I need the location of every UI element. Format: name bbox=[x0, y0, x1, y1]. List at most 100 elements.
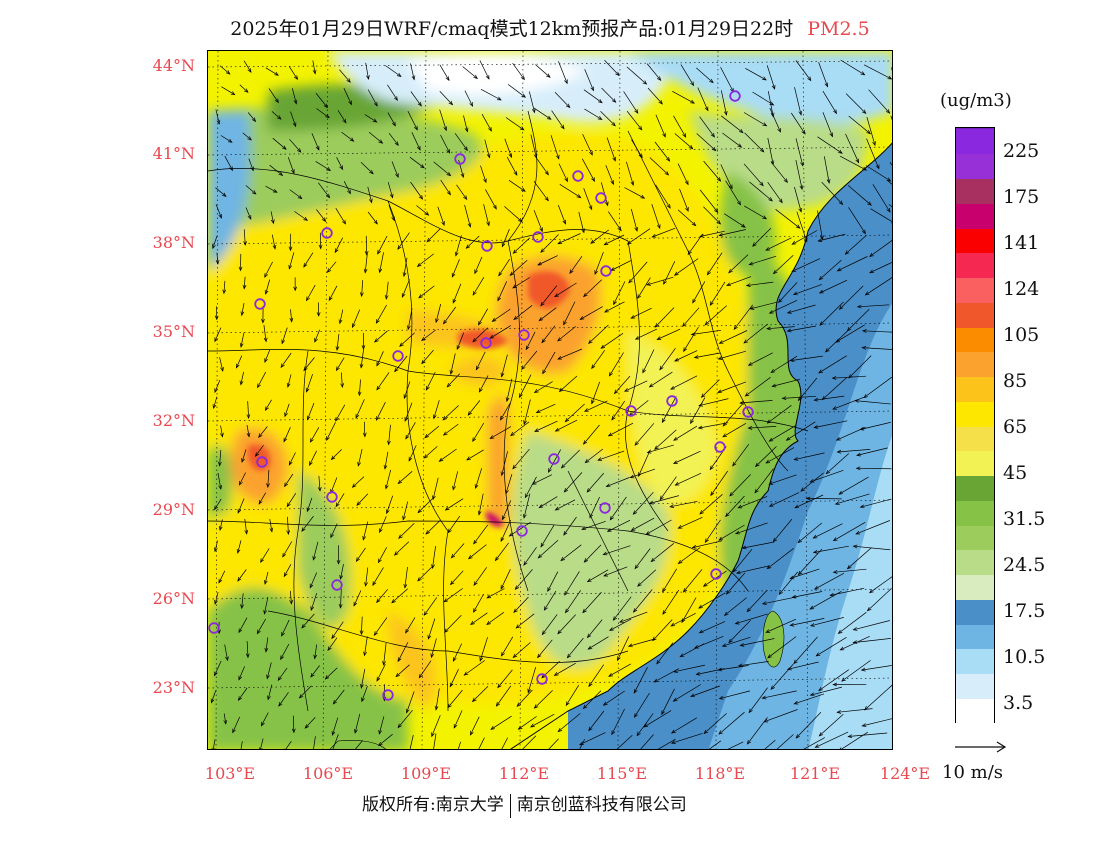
wind-vector-head bbox=[473, 74, 479, 80]
wind-vector bbox=[472, 327, 489, 343]
wind-vector-head bbox=[651, 233, 657, 238]
wind-vector bbox=[237, 569, 247, 582]
station-marker-icon[interactable] bbox=[481, 240, 493, 252]
wind-vector bbox=[509, 260, 528, 276]
wind-vector-head bbox=[812, 550, 818, 554]
station-marker-icon[interactable] bbox=[595, 192, 607, 204]
wind-vector bbox=[794, 693, 825, 705]
station-marker-icon[interactable] bbox=[256, 456, 268, 468]
wind-vector-head bbox=[244, 529, 249, 535]
wind-vector-head bbox=[710, 491, 715, 497]
wind-vector-head bbox=[425, 385, 430, 391]
station-marker-icon[interactable] bbox=[532, 231, 544, 243]
wind-vector bbox=[410, 181, 423, 200]
wind-vector bbox=[818, 669, 850, 691]
wind-vector bbox=[657, 328, 681, 340]
station-marker-icon[interactable] bbox=[572, 170, 584, 182]
wind-vector bbox=[778, 571, 798, 595]
wind-vector bbox=[407, 308, 413, 330]
wind-vector-head bbox=[800, 487, 805, 492]
station-marker-icon[interactable] bbox=[454, 153, 466, 165]
wind-vector bbox=[533, 180, 549, 201]
wind-vector bbox=[363, 421, 366, 437]
wind-vector bbox=[267, 469, 270, 488]
station-marker-icon[interactable] bbox=[600, 265, 612, 277]
wind-vector-head bbox=[706, 270, 711, 276]
station-marker-icon[interactable] bbox=[666, 395, 678, 407]
wind-vector bbox=[832, 396, 865, 410]
pm25-forecast-map[interactable] bbox=[207, 50, 893, 750]
wind-vector-head bbox=[309, 583, 314, 589]
wind-vector bbox=[439, 448, 457, 462]
wind-vector bbox=[847, 185, 872, 206]
wind-vector bbox=[554, 92, 571, 108]
station-marker-icon[interactable] bbox=[729, 90, 741, 102]
wind-vector-head bbox=[486, 221, 490, 227]
wind-vector bbox=[610, 260, 632, 271]
wind-vector bbox=[310, 593, 318, 611]
station-marker-icon[interactable] bbox=[599, 502, 611, 514]
wind-vector bbox=[725, 180, 741, 205]
station-marker-icon[interactable] bbox=[714, 441, 726, 453]
station-marker-icon[interactable] bbox=[208, 622, 220, 634]
wind-vector-head bbox=[654, 323, 660, 328]
station-marker-icon[interactable] bbox=[254, 298, 266, 310]
station-marker-icon[interactable] bbox=[536, 673, 548, 685]
wind-vector bbox=[341, 131, 354, 142]
wind-vector-head bbox=[609, 627, 614, 631]
wind-vector-head bbox=[306, 415, 311, 421]
wind-vector bbox=[815, 731, 849, 748]
wind-vector-head bbox=[859, 504, 865, 509]
wind-vector bbox=[539, 496, 558, 508]
wind-vector bbox=[832, 375, 867, 379]
station-marker-icon[interactable] bbox=[326, 491, 338, 503]
station-marker-icon[interactable] bbox=[710, 568, 722, 580]
station-marker-icon[interactable] bbox=[548, 453, 560, 465]
wind-vector-head bbox=[218, 485, 223, 490]
wind-vector bbox=[840, 59, 865, 76]
wind-vector bbox=[285, 741, 292, 749]
wind-vector bbox=[289, 66, 298, 80]
wind-vector-head bbox=[612, 156, 616, 162]
wind-vector bbox=[810, 617, 844, 627]
station-marker-icon[interactable] bbox=[480, 337, 492, 349]
wind-vector-head bbox=[223, 720, 228, 725]
wind-vector bbox=[443, 423, 459, 436]
wind-vector bbox=[361, 616, 363, 635]
wind-vector-head bbox=[282, 145, 287, 150]
legend-color-box bbox=[956, 499, 994, 526]
wind-vector-head bbox=[418, 195, 424, 200]
wind-vector-head bbox=[264, 358, 268, 363]
wind-vector bbox=[439, 109, 447, 131]
wind-vector-head bbox=[272, 244, 277, 250]
station-marker-icon[interactable] bbox=[382, 689, 394, 701]
station-marker-icon[interactable] bbox=[392, 350, 404, 362]
wind-vector bbox=[594, 251, 604, 275]
wind-vector-head bbox=[677, 559, 683, 565]
station-marker-icon[interactable] bbox=[742, 406, 754, 418]
wind-vector-head bbox=[643, 723, 649, 728]
wind-vector-head bbox=[578, 741, 584, 746]
wind-vector-head bbox=[541, 674, 546, 679]
wind-vector bbox=[288, 452, 296, 466]
station-marker-icon[interactable] bbox=[321, 227, 333, 239]
wind-vector bbox=[728, 254, 749, 273]
wind-vector-head bbox=[591, 399, 595, 405]
wind-vector-head bbox=[452, 657, 457, 662]
station-marker-icon[interactable] bbox=[625, 405, 637, 417]
wind-vector bbox=[845, 234, 867, 255]
wind-vector bbox=[765, 447, 795, 464]
station-marker-icon[interactable] bbox=[331, 579, 343, 591]
wind-vector-head bbox=[745, 283, 751, 287]
station-marker-icon[interactable] bbox=[518, 329, 530, 341]
wind-vector-head bbox=[538, 317, 544, 322]
wind-vector bbox=[216, 252, 219, 264]
wind-vector bbox=[778, 282, 798, 303]
wind-vector-head bbox=[286, 530, 291, 536]
station-marker-icon[interactable] bbox=[516, 525, 528, 537]
wind-vector-head bbox=[763, 718, 769, 723]
wind-vector-head bbox=[449, 370, 454, 375]
wind-vector bbox=[565, 685, 579, 706]
wind-vector-head bbox=[588, 339, 593, 344]
wind-vector bbox=[313, 736, 316, 749]
